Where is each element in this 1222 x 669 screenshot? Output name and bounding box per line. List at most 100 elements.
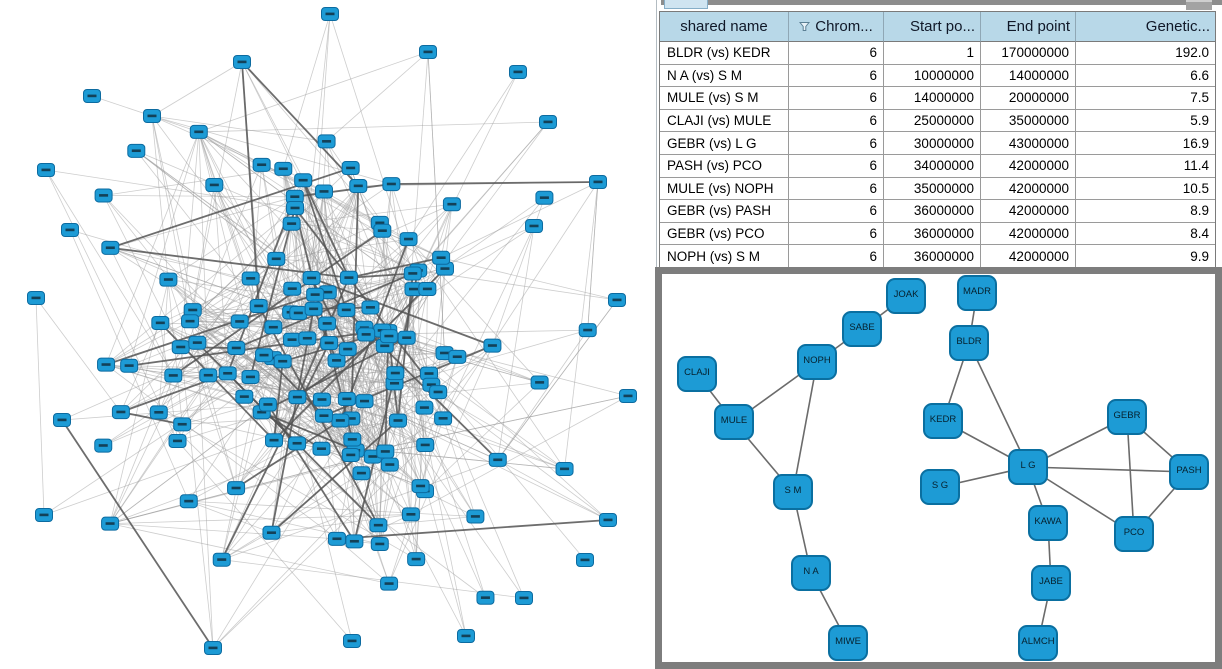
graph-node[interactable] xyxy=(515,591,533,605)
column-header-shared-name[interactable]: shared name xyxy=(660,12,789,42)
graph-node[interactable] xyxy=(434,411,453,426)
graph-node[interactable] xyxy=(337,391,356,406)
graph-node[interactable] xyxy=(61,223,79,237)
graph-node[interactable] xyxy=(267,251,286,266)
graph-node[interactable] xyxy=(188,335,207,350)
graph-node[interactable] xyxy=(379,329,398,344)
graph-node[interactable] xyxy=(403,266,422,281)
graph-node[interactable] xyxy=(27,291,45,305)
graph-node[interactable] xyxy=(171,340,190,355)
graph-node[interactable] xyxy=(227,341,246,356)
graph-node[interactable] xyxy=(318,316,337,331)
graph-node[interactable] xyxy=(341,161,360,176)
node-mule[interactable]: MULE xyxy=(714,404,754,440)
graph-node[interactable] xyxy=(589,175,607,189)
graph-node[interactable] xyxy=(218,366,237,381)
graph-node[interactable] xyxy=(483,338,502,353)
node-s-g[interactable]: S G xyxy=(920,469,960,505)
node-madr[interactable]: MADR xyxy=(957,275,997,311)
graph-node[interactable] xyxy=(380,457,399,472)
graph-node[interactable] xyxy=(283,281,302,296)
graph-node[interactable] xyxy=(314,408,333,423)
graph-node[interactable] xyxy=(120,358,139,373)
graph-node[interactable] xyxy=(331,413,350,428)
node-n-a[interactable]: N A xyxy=(791,555,831,591)
scrollbar-fragment[interactable] xyxy=(1186,0,1212,10)
table-row[interactable]: MULE (vs) NOPH 6 35000000 42000000 10.5 xyxy=(660,177,1215,201)
graph-node[interactable] xyxy=(619,389,637,403)
graph-node[interactable] xyxy=(173,417,192,432)
graph-node[interactable] xyxy=(386,366,405,381)
graph-node[interactable] xyxy=(317,134,336,149)
graph-node[interactable] xyxy=(298,331,317,346)
graph-node[interactable] xyxy=(369,518,388,533)
graph-node[interactable] xyxy=(151,315,170,330)
graph-node[interactable] xyxy=(249,299,268,314)
graph-node[interactable] xyxy=(397,330,416,345)
graph-node[interactable] xyxy=(401,507,420,522)
table-row[interactable]: N A (vs) S M 6 10000000 14000000 6.6 xyxy=(660,64,1215,88)
graph-node[interactable] xyxy=(159,272,178,287)
table-row[interactable]: GEBR (vs) L G 6 30000000 43000000 16.9 xyxy=(660,132,1215,155)
node-claji[interactable]: CLAJI xyxy=(677,356,717,392)
graph-node[interactable] xyxy=(380,576,399,591)
node-sabe[interactable]: SABE xyxy=(842,311,882,347)
graph-node[interactable] xyxy=(37,163,55,177)
node-bldr[interactable]: BLDR xyxy=(949,325,989,361)
graph-node[interactable] xyxy=(233,55,251,69)
graph-node[interactable] xyxy=(294,173,313,188)
graph-node[interactable] xyxy=(382,177,401,192)
graph-node[interactable] xyxy=(288,436,307,451)
graph-node[interactable] xyxy=(466,509,485,524)
graph-node[interactable] xyxy=(373,223,392,238)
graph-node[interactable] xyxy=(539,115,557,129)
graph-node[interactable] xyxy=(111,405,130,420)
graph-node[interactable] xyxy=(578,323,597,338)
graph-node[interactable] xyxy=(327,353,346,368)
graph-node[interactable] xyxy=(349,178,368,193)
graph-node[interactable] xyxy=(327,531,346,546)
column-header-start-po[interactable]: Start po... xyxy=(884,12,981,42)
graph-node[interactable] xyxy=(411,479,430,494)
graph-node[interactable] xyxy=(286,201,305,216)
graph-node[interactable] xyxy=(535,190,554,205)
graph-node[interactable] xyxy=(352,466,371,481)
graph-node[interactable] xyxy=(289,306,308,321)
column-header-genetic[interactable]: Genetic... xyxy=(1076,12,1215,42)
table-row[interactable]: NOPH (vs) S M 6 36000000 42000000 9.9 xyxy=(660,245,1215,268)
graph-node[interactable] xyxy=(205,178,224,193)
node-pash[interactable]: PASH xyxy=(1169,454,1209,490)
node-kawa[interactable]: KAWA xyxy=(1028,505,1068,541)
node-l-g[interactable]: L G xyxy=(1008,449,1048,485)
graph-node[interactable] xyxy=(555,461,574,476)
graph-node[interactable] xyxy=(241,369,260,384)
graph-node[interactable] xyxy=(370,537,389,552)
graph-node[interactable] xyxy=(343,432,362,447)
graph-node[interactable] xyxy=(476,590,495,605)
node-noph[interactable]: NOPH xyxy=(797,344,837,380)
graph-node[interactable] xyxy=(302,271,321,286)
node-pco[interactable]: PCO xyxy=(1114,516,1154,552)
graph-node[interactable] xyxy=(576,553,594,567)
graph-node[interactable] xyxy=(337,302,356,317)
graph-node[interactable] xyxy=(376,444,395,459)
graph-node[interactable] xyxy=(265,433,284,448)
graph-node[interactable] xyxy=(599,513,617,527)
graph-node[interactable] xyxy=(127,143,146,158)
graph-node[interactable] xyxy=(448,349,467,364)
graph-node[interactable] xyxy=(525,219,544,234)
graph-node[interactable] xyxy=(149,405,168,420)
graph-node[interactable] xyxy=(530,375,549,390)
graph-node[interactable] xyxy=(357,327,376,342)
graph-node[interactable] xyxy=(389,413,408,428)
graph-node[interactable] xyxy=(432,250,451,265)
graph-node[interactable] xyxy=(212,552,231,567)
graph-node[interactable] xyxy=(418,281,437,296)
table-row[interactable]: BLDR (vs) KEDR 6 1 170000000 192.0 xyxy=(660,42,1215,65)
node-miwe[interactable]: MIWE xyxy=(828,625,868,661)
graph-node[interactable] xyxy=(288,390,307,405)
graph-node[interactable] xyxy=(321,7,339,21)
graph-node[interactable] xyxy=(181,314,200,329)
graph-node[interactable] xyxy=(235,389,254,404)
column-header-chrom[interactable]: Chrom... xyxy=(789,12,884,42)
